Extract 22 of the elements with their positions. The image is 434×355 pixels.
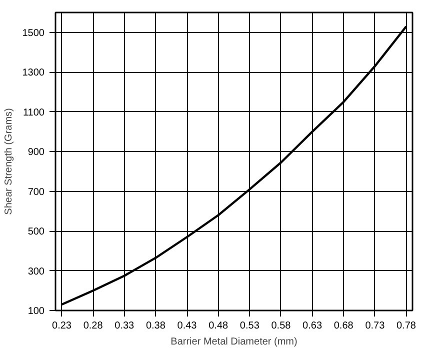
x-tick-label: 0.53 — [240, 320, 260, 332]
x-tick-label: 0.78 — [396, 320, 416, 332]
y-tick-label: 100 — [28, 306, 45, 317]
x-tick-label: 0.28 — [83, 320, 104, 332]
x-tick-label: 0.58 — [271, 320, 292, 332]
y-axis-title: Shear Strength (Grams) — [3, 108, 14, 215]
y-tick-label: 1100 — [22, 107, 45, 118]
x-tick-label: 0.23 — [52, 320, 72, 332]
x-axis-title: Barrier Metal Diameter (mm) — [170, 336, 298, 348]
y-tick-label: 700 — [28, 186, 45, 198]
y-tick-label: 500 — [28, 226, 45, 238]
x-tick-label: 0.38 — [146, 320, 166, 332]
x-tick-label: 0.73 — [365, 320, 386, 332]
x-tick-label: 0.33 — [114, 320, 135, 332]
y-tick-label: 1300 — [22, 68, 45, 79]
x-tick-label: 0.48 — [208, 320, 229, 332]
x-tick-label: 0.43 — [177, 320, 198, 332]
y-tick-label: 1500 — [22, 28, 45, 39]
y-tick-label: 300 — [28, 266, 45, 278]
x-tick-label: 0.63 — [302, 320, 322, 332]
y-tick-label: 900 — [28, 147, 45, 158]
x-tick-label: 0.68 — [334, 320, 354, 332]
